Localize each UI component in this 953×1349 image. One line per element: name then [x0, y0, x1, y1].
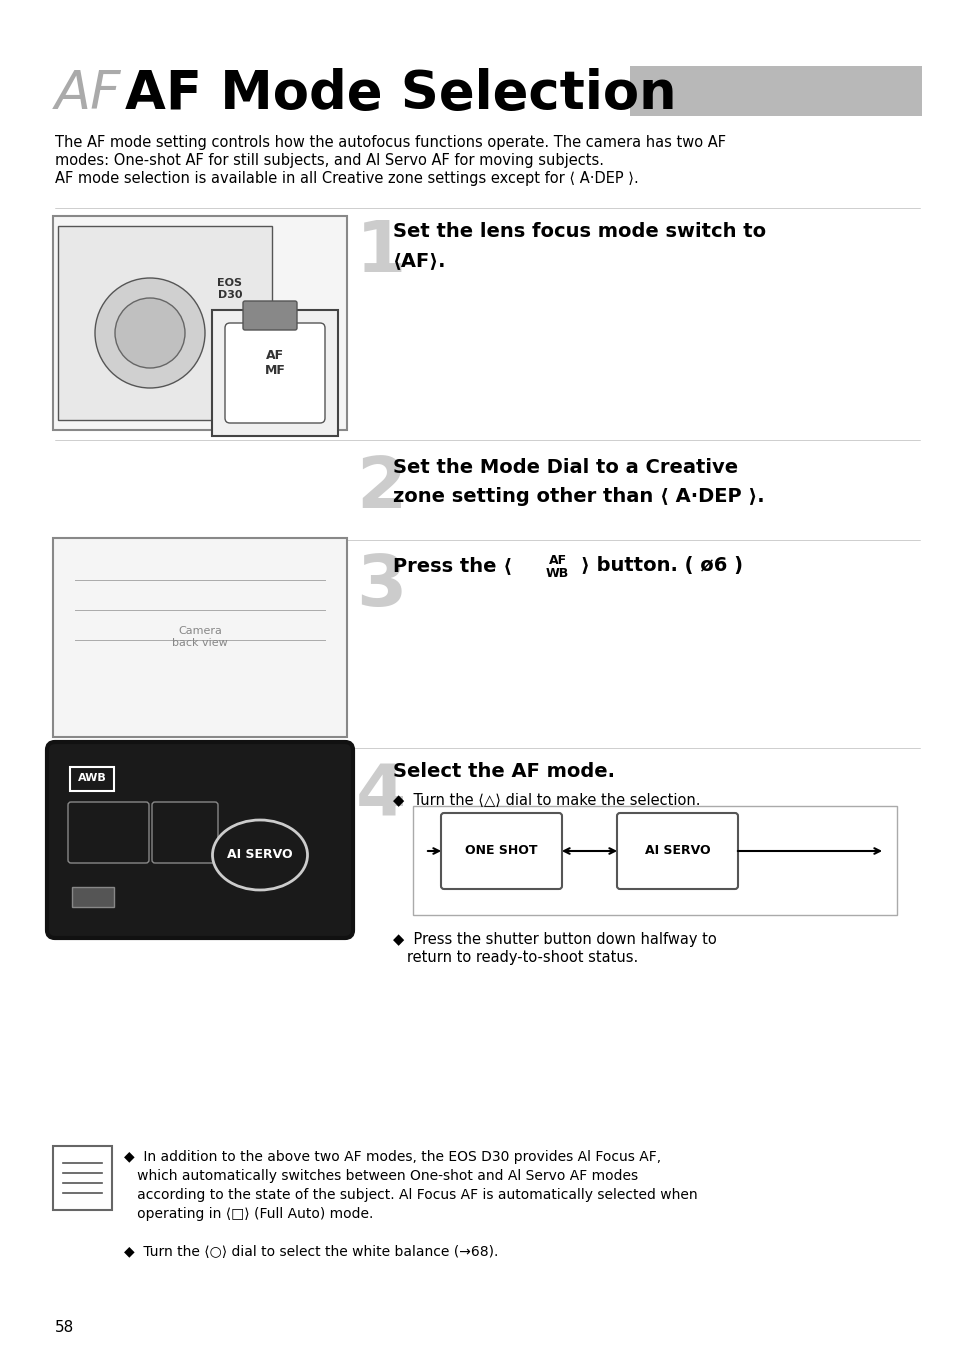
- Text: ⟩ button. ( ø6 ): ⟩ button. ( ø6 ): [580, 556, 742, 575]
- FancyBboxPatch shape: [71, 888, 113, 907]
- Text: according to the state of the subject. Al Focus AF is automatically selected whe: according to the state of the subject. A…: [124, 1188, 697, 1202]
- Text: AF
MF: AF MF: [264, 349, 285, 376]
- FancyBboxPatch shape: [47, 742, 353, 938]
- FancyBboxPatch shape: [413, 805, 896, 915]
- Text: Select the AF mode.: Select the AF mode.: [393, 762, 615, 781]
- FancyBboxPatch shape: [53, 538, 347, 737]
- Text: Set the Mode Dial to a Creative
zone setting other than ⟨ A·DEP ⟩.: Set the Mode Dial to a Creative zone set…: [393, 459, 763, 506]
- Text: Set the lens focus mode switch to
⟨AF⟩.: Set the lens focus mode switch to ⟨AF⟩.: [393, 223, 765, 271]
- FancyBboxPatch shape: [440, 813, 561, 889]
- Text: AF Mode Selection: AF Mode Selection: [125, 67, 676, 120]
- Text: 3: 3: [355, 552, 406, 621]
- Text: return to ready-to-shoot status.: return to ready-to-shoot status.: [393, 950, 638, 965]
- FancyBboxPatch shape: [53, 216, 347, 430]
- Text: AI SERVO: AI SERVO: [644, 844, 710, 858]
- Text: AWB: AWB: [77, 773, 107, 782]
- FancyBboxPatch shape: [68, 803, 149, 863]
- Text: 58: 58: [55, 1321, 74, 1336]
- Text: modes: One-shot AF for still subjects, and Al Servo AF for moving subjects.: modes: One-shot AF for still subjects, a…: [55, 152, 603, 169]
- FancyBboxPatch shape: [70, 768, 113, 791]
- Text: ◆  In addition to the above two AF modes, the EOS D30 provides Al Focus AF,: ◆ In addition to the above two AF modes,…: [124, 1149, 660, 1164]
- FancyBboxPatch shape: [243, 301, 296, 331]
- Text: Camera
back view: Camera back view: [172, 626, 228, 648]
- Circle shape: [115, 298, 185, 368]
- Text: operating in ⟨□⟩ (Full Auto) mode.: operating in ⟨□⟩ (Full Auto) mode.: [124, 1207, 373, 1221]
- Text: ◆  Press the shutter button down halfway to: ◆ Press the shutter button down halfway …: [393, 932, 716, 947]
- Text: 4: 4: [355, 762, 406, 831]
- Text: which automatically switches between One-shot and Al Servo AF modes: which automatically switches between One…: [124, 1170, 638, 1183]
- FancyBboxPatch shape: [629, 66, 921, 116]
- Circle shape: [95, 278, 205, 389]
- Text: 2: 2: [355, 455, 406, 523]
- FancyBboxPatch shape: [67, 762, 333, 919]
- Text: EOS
D30: EOS D30: [217, 278, 242, 299]
- Text: AF mode selection is available in all Creative zone settings except for ⟨ A·DEP : AF mode selection is available in all Cr…: [55, 171, 639, 186]
- Text: The AF mode setting controls how the autofocus functions operate. The camera has: The AF mode setting controls how the aut…: [55, 135, 725, 150]
- Text: ◆  Turn the ⟨△⟩ dial to make the selection.: ◆ Turn the ⟨△⟩ dial to make the selectio…: [393, 793, 700, 808]
- Text: 1: 1: [355, 219, 406, 287]
- Text: AI SERVO: AI SERVO: [227, 849, 293, 862]
- FancyBboxPatch shape: [53, 1147, 112, 1210]
- Text: Press the ⟨: Press the ⟨: [393, 556, 512, 575]
- FancyBboxPatch shape: [617, 813, 738, 889]
- Text: AF: AF: [548, 554, 566, 567]
- Text: WB: WB: [545, 567, 569, 580]
- FancyBboxPatch shape: [152, 803, 218, 863]
- FancyBboxPatch shape: [212, 310, 337, 436]
- FancyBboxPatch shape: [225, 322, 325, 424]
- Ellipse shape: [213, 820, 307, 890]
- Text: ONE SHOT: ONE SHOT: [465, 844, 537, 858]
- Text: AF: AF: [55, 67, 121, 120]
- FancyBboxPatch shape: [58, 227, 272, 420]
- Text: ◆  Turn the ⟨○⟩ dial to select the white balance (→68).: ◆ Turn the ⟨○⟩ dial to select the white …: [124, 1245, 497, 1259]
